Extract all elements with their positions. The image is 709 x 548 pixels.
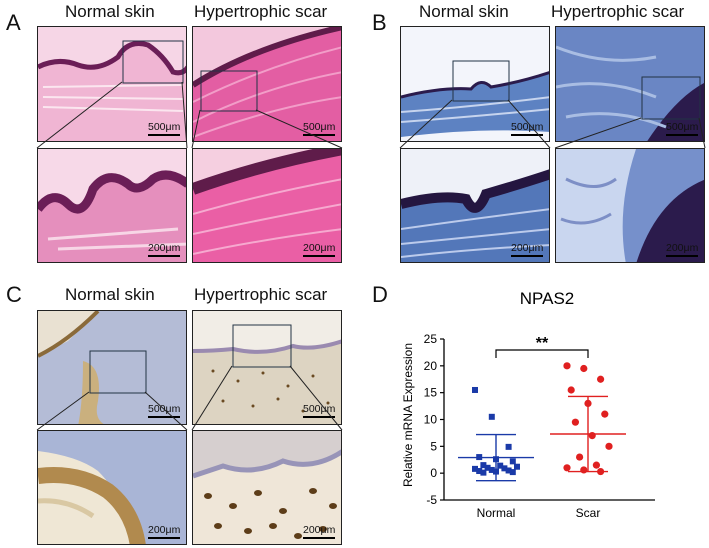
panel-label-a: A xyxy=(6,10,21,35)
data-point-scar xyxy=(597,375,605,383)
data-point-normal xyxy=(509,458,516,465)
scale-bar-ihc-normal-zoom: 200μm xyxy=(148,524,181,539)
scale-label: 200μm xyxy=(148,524,181,536)
ihc-normal-zoom-image xyxy=(37,430,187,545)
data-point-scar xyxy=(580,364,588,373)
y-tick-label: 20 xyxy=(424,359,438,373)
data-point-normal xyxy=(484,464,491,471)
y-tick-label: 10 xyxy=(424,413,438,427)
data-point-normal xyxy=(505,467,512,474)
data-point-normal xyxy=(476,468,483,475)
panel-b-left-title: Normal skin xyxy=(419,2,509,21)
data-point-scar xyxy=(567,386,575,394)
data-point-scar xyxy=(601,410,609,418)
data-point-normal xyxy=(488,466,495,473)
data-point-scar xyxy=(584,399,592,407)
panel-a-left-title: Normal skin xyxy=(65,2,155,21)
panel-c-left-title: Normal skin xyxy=(65,285,155,304)
data-point-scar xyxy=(588,432,596,440)
scale-bar-ihc-scar-overview: 500μm xyxy=(303,403,336,418)
he-normal-zoom-image xyxy=(37,148,187,263)
data-point-normal xyxy=(501,465,508,472)
data-point-normal xyxy=(505,443,512,450)
panel-label-d: D xyxy=(372,282,388,307)
data-point-scar xyxy=(580,466,588,474)
scale-label: 200μm xyxy=(148,242,181,254)
y-tick-label: 5 xyxy=(430,439,437,453)
data-point-scar xyxy=(563,464,571,472)
panel-b-right-title: Hypertrophic scar xyxy=(551,2,685,21)
scale-label: 200μm xyxy=(511,242,544,254)
scale-label: 500μm xyxy=(666,121,699,133)
scale-bar-he-normal-zoom: 200μm xyxy=(148,242,181,257)
data-point-normal xyxy=(480,462,487,469)
x-tick-label: Normal xyxy=(477,506,516,520)
data-point-normal xyxy=(472,465,478,472)
data-point-normal xyxy=(493,456,499,463)
data-point-normal xyxy=(493,468,499,475)
scale-label: 500μm xyxy=(148,403,181,415)
data-point-normal xyxy=(497,462,504,469)
scale-bar-mt-scar-overview: 500μm xyxy=(666,121,699,136)
y-tick-label: 25 xyxy=(424,332,438,346)
y-tick-label: -5 xyxy=(426,493,437,507)
scale-label: 200μm xyxy=(303,242,336,254)
data-point-scar xyxy=(605,442,613,450)
data-point-normal xyxy=(476,454,483,461)
scale-bar-he-normal-overview: 500μm xyxy=(148,121,181,136)
scale-bar-ihc-normal-overview: 500μm xyxy=(148,403,181,418)
panel-label-c: C xyxy=(6,282,22,307)
panel-label-b: B xyxy=(372,10,387,35)
data-point-scar xyxy=(563,362,571,370)
y-tick-label: 0 xyxy=(430,466,437,480)
chart-title: NPAS2 xyxy=(520,289,575,308)
mt-scar-zoom-image xyxy=(555,148,705,263)
scale-bar-mt-scar-zoom: 200μm xyxy=(666,242,699,257)
mt-normal-zoom-image xyxy=(400,148,550,263)
scale-bar-mt-normal-overview: 500μm xyxy=(511,121,544,136)
significance-bracket xyxy=(495,349,589,358)
scale-bar-ihc-scar-zoom: 200μm xyxy=(303,524,336,539)
panel-c-right-title: Hypertrophic scar xyxy=(194,285,328,304)
scale-label: 500μm xyxy=(303,121,336,133)
scale-label: 500μm xyxy=(511,121,544,133)
data-point-normal xyxy=(514,463,520,470)
scale-label: 200μm xyxy=(666,242,699,254)
data-point-normal xyxy=(472,386,478,393)
scale-label: 500μm xyxy=(303,403,336,415)
panel-a-right-title: Hypertrophic scar xyxy=(194,2,328,21)
data-point-normal xyxy=(509,469,516,476)
scale-bar-mt-normal-zoom: 200μm xyxy=(511,242,544,257)
y-axis-label: Relative mRNA Expression xyxy=(401,343,415,487)
x-tick-label: Scar xyxy=(576,506,601,520)
y-tick-label: 15 xyxy=(424,386,438,400)
ihc-scar-zoom-image xyxy=(192,430,342,545)
scale-label: 500μm xyxy=(148,121,181,133)
data-point-scar xyxy=(571,418,580,426)
data-point-normal xyxy=(480,469,487,476)
scale-bar-he-scar-overview: 500μm xyxy=(303,121,336,136)
scale-label: 200μm xyxy=(303,524,336,536)
data-point-scar xyxy=(592,461,601,469)
data-point-scar xyxy=(576,453,584,461)
data-point-normal xyxy=(488,413,495,420)
significance-label: ** xyxy=(536,335,549,352)
data-point-scar xyxy=(597,467,605,476)
scale-bar-he-scar-zoom: 200μm xyxy=(303,242,336,257)
he-scar-zoom-image xyxy=(192,148,342,263)
